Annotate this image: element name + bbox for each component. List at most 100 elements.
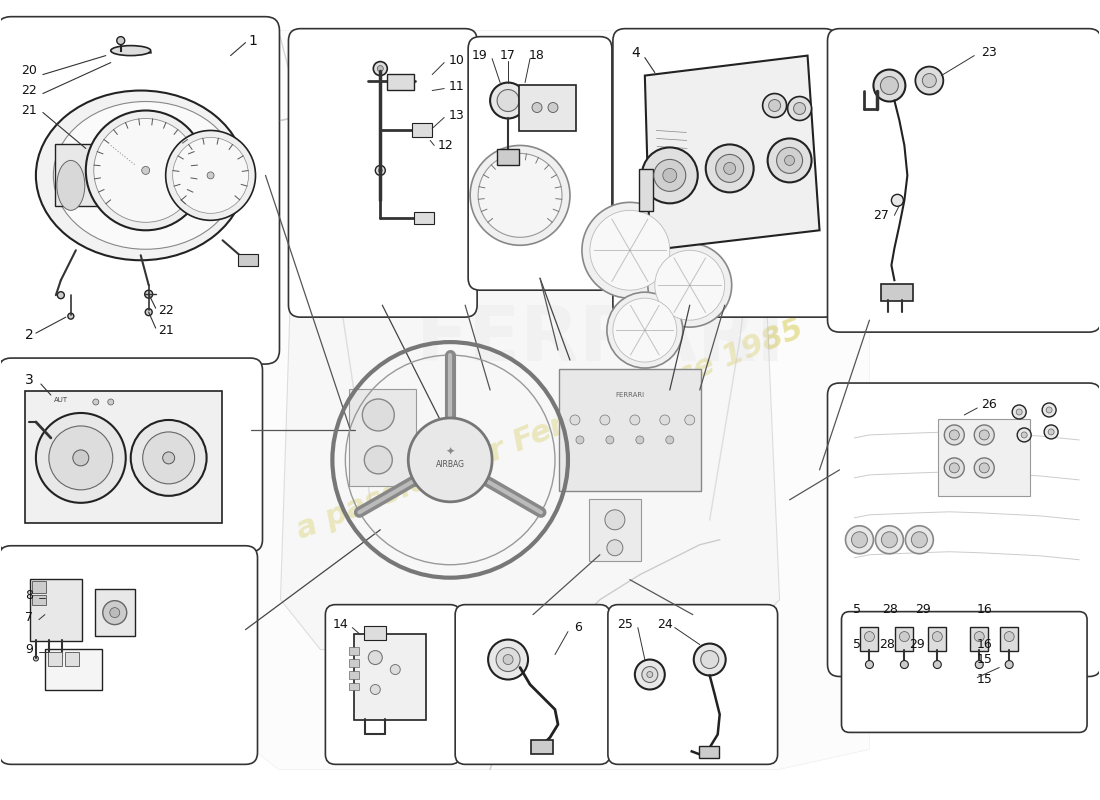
Text: 12: 12 <box>438 139 453 152</box>
Circle shape <box>131 420 207 496</box>
Circle shape <box>975 458 994 478</box>
Circle shape <box>576 436 584 444</box>
Circle shape <box>92 399 99 405</box>
Circle shape <box>145 309 152 316</box>
Circle shape <box>635 659 664 690</box>
Circle shape <box>975 631 984 642</box>
Text: 3: 3 <box>24 373 33 387</box>
Circle shape <box>600 415 609 425</box>
FancyBboxPatch shape <box>48 651 62 666</box>
Circle shape <box>641 666 658 682</box>
FancyBboxPatch shape <box>1000 626 1019 650</box>
Text: 15: 15 <box>977 673 992 686</box>
Circle shape <box>949 430 959 440</box>
Circle shape <box>371 685 381 694</box>
Circle shape <box>706 145 754 192</box>
FancyBboxPatch shape <box>32 594 46 605</box>
FancyBboxPatch shape <box>95 589 134 635</box>
FancyBboxPatch shape <box>827 29 1100 332</box>
Circle shape <box>685 415 695 425</box>
Circle shape <box>1044 425 1058 439</box>
FancyBboxPatch shape <box>25 391 221 522</box>
Polygon shape <box>645 55 820 250</box>
Circle shape <box>636 436 644 444</box>
Circle shape <box>666 436 674 444</box>
FancyBboxPatch shape <box>842 612 1087 733</box>
Text: 7: 7 <box>25 611 33 624</box>
Circle shape <box>378 169 383 172</box>
Ellipse shape <box>111 46 151 55</box>
Text: 15: 15 <box>977 653 992 666</box>
FancyBboxPatch shape <box>970 626 988 650</box>
Text: 20: 20 <box>21 64 36 77</box>
Circle shape <box>416 126 425 134</box>
Circle shape <box>762 94 786 118</box>
Circle shape <box>660 415 670 425</box>
Text: 25: 25 <box>617 618 632 631</box>
FancyBboxPatch shape <box>238 254 257 266</box>
Circle shape <box>606 436 614 444</box>
Text: 16: 16 <box>977 603 992 616</box>
FancyBboxPatch shape <box>350 682 360 690</box>
Text: 28: 28 <box>880 638 895 651</box>
Circle shape <box>784 155 794 166</box>
Circle shape <box>488 639 528 679</box>
Circle shape <box>36 413 125 503</box>
Circle shape <box>768 138 812 182</box>
Circle shape <box>368 650 383 665</box>
FancyBboxPatch shape <box>364 626 386 639</box>
Circle shape <box>470 146 570 246</box>
FancyBboxPatch shape <box>827 383 1100 677</box>
Circle shape <box>496 647 520 671</box>
Circle shape <box>694 643 726 675</box>
Circle shape <box>891 194 903 206</box>
Text: 14: 14 <box>332 618 349 631</box>
FancyBboxPatch shape <box>497 150 519 166</box>
FancyBboxPatch shape <box>350 646 360 654</box>
Circle shape <box>86 110 206 230</box>
Text: 21: 21 <box>157 324 174 337</box>
Text: 26: 26 <box>981 398 997 411</box>
Text: FERRARI: FERRARI <box>416 303 784 377</box>
Circle shape <box>33 656 39 661</box>
FancyBboxPatch shape <box>469 37 612 290</box>
Text: 8: 8 <box>25 589 33 602</box>
FancyBboxPatch shape <box>415 212 434 224</box>
Circle shape <box>975 425 994 445</box>
Circle shape <box>716 154 744 182</box>
Circle shape <box>901 661 909 669</box>
FancyBboxPatch shape <box>608 605 778 764</box>
Ellipse shape <box>54 102 238 250</box>
Text: 9: 9 <box>25 643 33 656</box>
Circle shape <box>873 70 905 102</box>
Circle shape <box>68 313 74 319</box>
Circle shape <box>390 665 400 674</box>
Circle shape <box>866 661 873 669</box>
Circle shape <box>142 166 150 174</box>
Circle shape <box>408 418 492 502</box>
Text: AIRBAG: AIRBAG <box>436 460 464 470</box>
Circle shape <box>375 166 385 175</box>
Circle shape <box>654 250 725 320</box>
Text: 6: 6 <box>574 621 582 634</box>
Text: 27: 27 <box>873 209 890 222</box>
FancyBboxPatch shape <box>588 499 641 561</box>
Circle shape <box>949 463 959 473</box>
Text: AUT: AUT <box>54 397 68 403</box>
Text: 11: 11 <box>449 80 464 93</box>
Circle shape <box>788 97 812 121</box>
Text: 10: 10 <box>448 54 464 67</box>
Circle shape <box>793 102 805 114</box>
Text: 13: 13 <box>449 109 464 122</box>
Circle shape <box>102 601 126 625</box>
Text: 5: 5 <box>854 638 861 651</box>
Text: 19: 19 <box>471 49 487 62</box>
FancyBboxPatch shape <box>895 626 913 650</box>
Text: 22: 22 <box>21 84 36 97</box>
FancyBboxPatch shape <box>639 170 652 211</box>
Circle shape <box>876 526 903 554</box>
Ellipse shape <box>36 90 245 260</box>
Text: a passion for Ferrari since 1985: a passion for Ferrari since 1985 <box>293 314 807 546</box>
Text: 5: 5 <box>854 603 861 616</box>
FancyBboxPatch shape <box>881 284 913 301</box>
